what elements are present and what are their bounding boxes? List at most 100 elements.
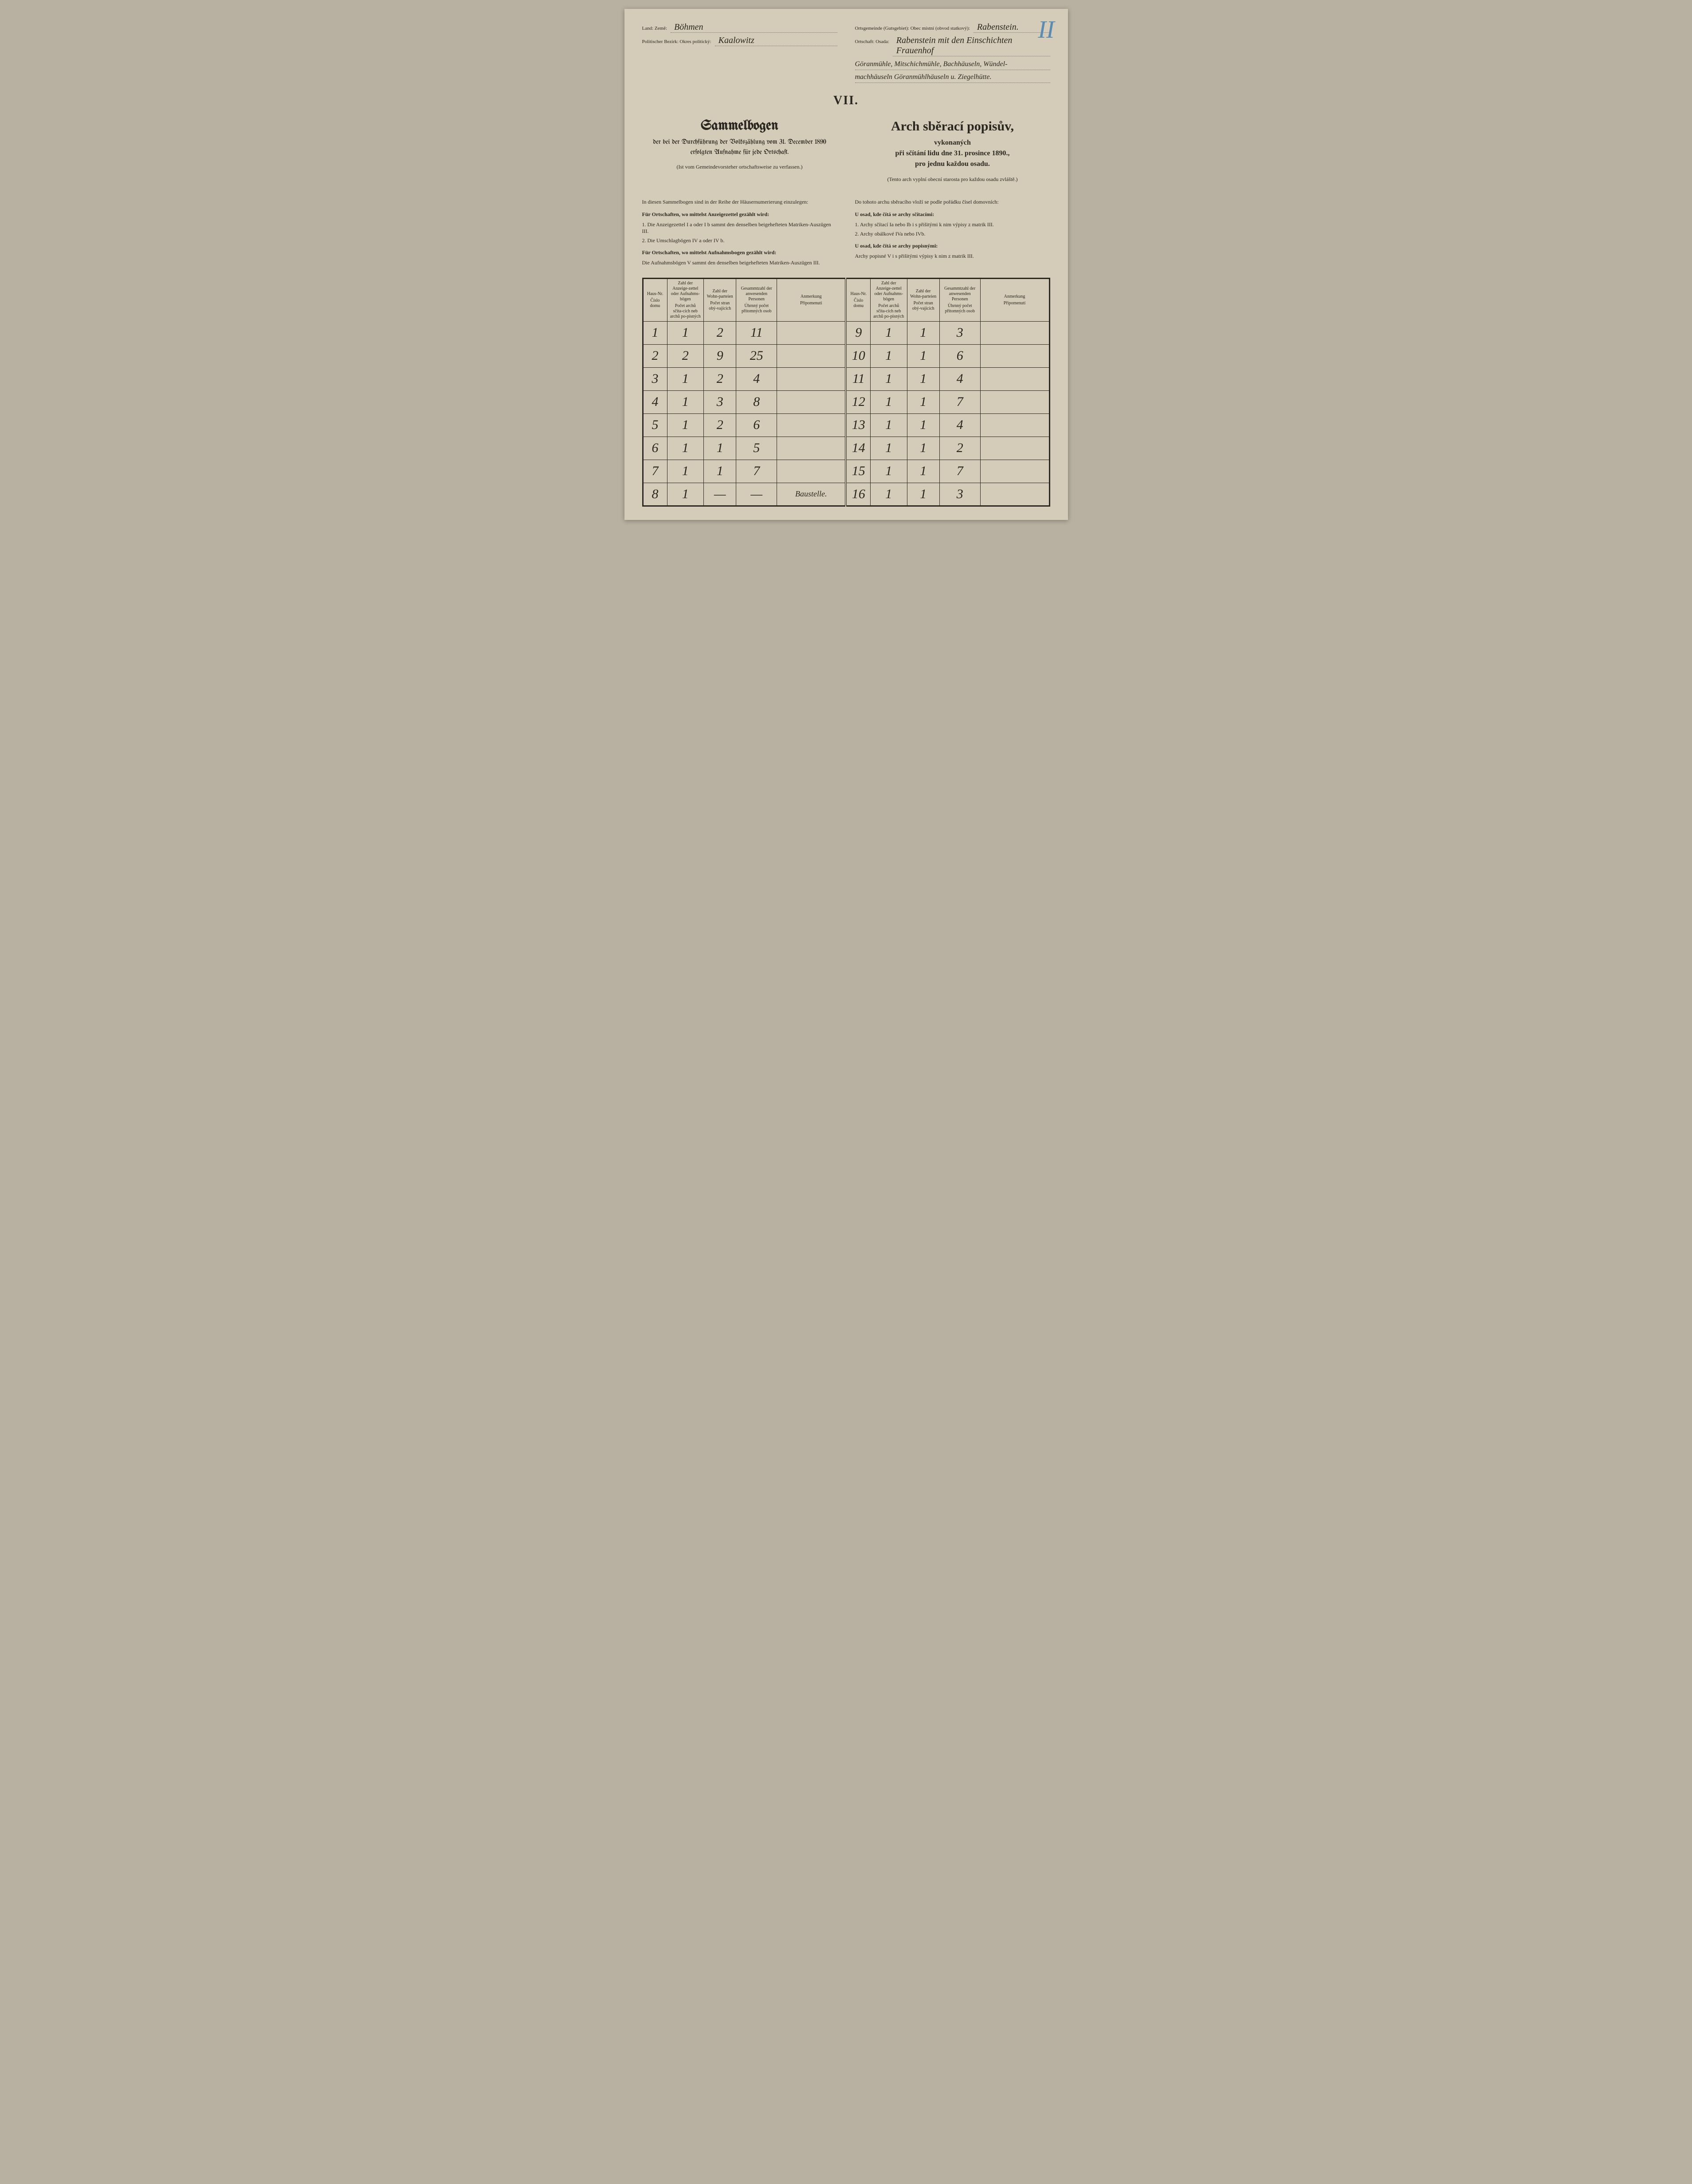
header-fields: Land: Země: Böhmen Politischer Bezirk: O… — [642, 22, 1050, 85]
cell-personen: 3 — [939, 321, 980, 344]
cell-haus: 14 — [846, 437, 870, 460]
cell-personen: 6 — [736, 413, 777, 437]
cell-note — [980, 390, 1049, 413]
title-czech: Arch sběrací popisův, — [855, 119, 1050, 134]
th-note-cz: Připomenutí — [780, 299, 842, 306]
ortschaft-value: Rabenstein mit den Einschichten Frauenho… — [893, 35, 1050, 56]
th-personen-cz: Úhrnný počet přítomných osob — [739, 302, 774, 314]
cell-zettel: 1 — [667, 413, 704, 437]
cell-haus: 12 — [846, 390, 870, 413]
cell-personen: 25 — [736, 344, 777, 367]
instr-intro-de: In diesen Sammelbogen sind in der Reihe … — [642, 198, 837, 206]
th-note-cz-r: Připomenutí — [983, 299, 1046, 306]
census-form-page: II Land: Země: Böhmen Politischer Bezirk… — [624, 9, 1068, 520]
cell-parteien: 1 — [907, 437, 939, 460]
table-row: 413812117 — [643, 390, 1049, 413]
th-personen-cz-r: Úhrnný počet přítomných osob — [942, 302, 978, 314]
instr-head2-cz: U osad, kde čítá se archy popisnými: — [855, 243, 1050, 249]
cell-zettel: 1 — [870, 390, 907, 413]
title-german: Sammelbogen — [642, 119, 837, 134]
cell-note — [777, 344, 846, 367]
cell-zettel: 1 — [667, 437, 704, 460]
th-parteien-cz: Počet stran obý-vajících — [707, 299, 733, 311]
cell-note — [980, 367, 1049, 390]
instructions-block: In diesen Sammelbogen sind in der Reihe … — [642, 198, 1050, 269]
cell-personen: 6 — [939, 344, 980, 367]
cell-zettel: 1 — [870, 413, 907, 437]
cell-haus: 13 — [846, 413, 870, 437]
cell-note — [777, 437, 846, 460]
cell-note — [980, 344, 1049, 367]
th-personen-de: Gesammtzahl der anwesenden Personen — [741, 286, 772, 302]
instr-item1-de: 1. Die Anzeigezettel I a oder I b sammt … — [642, 221, 837, 235]
title-block: Sammelbogen der bei der Durchführung der… — [642, 119, 1050, 189]
cell-parteien: 1 — [907, 413, 939, 437]
cell-note — [777, 460, 846, 483]
ortschaft-label: Ortschaft: Osada: — [855, 39, 889, 45]
th-note-de: Anmerkung — [801, 294, 822, 299]
table-row: 2292510116 — [643, 344, 1049, 367]
table-row: 81——Baustelle.16113 — [643, 483, 1049, 506]
cell-zettel: 1 — [870, 437, 907, 460]
cell-parteien: 1 — [907, 460, 939, 483]
instr-item3-cz: Archy popisné V i s přišitými výpisy k n… — [855, 253, 1050, 260]
cell-personen: 11 — [736, 321, 777, 344]
th-haus-de: Haus-Nr. — [647, 291, 663, 296]
cell-zettel: 1 — [667, 460, 704, 483]
instr-item2-cz: 2. Archy obálkové IVa nebo IVb. — [855, 231, 1050, 237]
cell-parteien: 3 — [704, 390, 736, 413]
cell-parteien: 1 — [907, 390, 939, 413]
cell-parteien: 1 — [907, 344, 939, 367]
instr-item2-de: 2. Die Umschlagbögen IV a oder IV b. — [642, 237, 837, 244]
cell-note — [777, 321, 846, 344]
cell-personen: 4 — [736, 367, 777, 390]
cell-note — [980, 437, 1049, 460]
land-value: Böhmen — [671, 22, 837, 33]
cell-haus: 9 — [846, 321, 870, 344]
cell-note — [980, 321, 1049, 344]
cell-note: Baustelle. — [777, 483, 846, 506]
cell-haus: 16 — [846, 483, 870, 506]
subtitle-czech-1: vykonaných — [855, 138, 1050, 148]
cell-personen: 3 — [939, 483, 980, 506]
th-personen-de-r: Gesammtzahl der anwesenden Personen — [944, 286, 975, 302]
cell-zettel: 1 — [667, 390, 704, 413]
cell-note — [777, 367, 846, 390]
osada-line2: Göranmühle, Mitschichmühle, Bachhäuseln,… — [855, 59, 1050, 70]
instr-intro-cz: Do tohoto archu sběracího vloží se podle… — [855, 198, 1050, 206]
cell-note — [777, 413, 846, 437]
subtitle-czech-3: pro jednu každou osadu. — [855, 159, 1050, 169]
header-right-col: Ortsgemeinde (Gutsgebiet): Obec místní (… — [855, 22, 1050, 85]
osada-line3: machhäuseln Göranmühlhäuseln u. Ziegelhü… — [855, 72, 1050, 83]
table-row: 312411114 — [643, 367, 1049, 390]
cell-zettel: 1 — [870, 344, 907, 367]
cell-haus: 3 — [643, 367, 667, 390]
bezirk-label: Politischer Bezirk: Okres politický: — [642, 39, 711, 45]
cell-parteien: 1 — [907, 367, 939, 390]
th-haus-de-r: Haus-Nr. — [851, 291, 867, 296]
header-left-col: Land: Země: Böhmen Politischer Bezirk: O… — [642, 22, 837, 85]
cell-parteien: 1 — [907, 483, 939, 506]
table-row: 711715117 — [643, 460, 1049, 483]
cell-haus: 1 — [643, 321, 667, 344]
th-zettel-de-r: Zahl der Anzeige-zettel oder Aufnahms-bö… — [874, 281, 903, 302]
cell-parteien: 9 — [704, 344, 736, 367]
cell-parteien: 2 — [704, 413, 736, 437]
cell-haus: 2 — [643, 344, 667, 367]
instr-item3-de: Die Aufnahmsbögen V sammt den denselben … — [642, 260, 837, 266]
cell-note — [777, 390, 846, 413]
cell-haus: 11 — [846, 367, 870, 390]
paren-note-czech: (Tento arch vyplní obecní starosta pro k… — [855, 176, 1050, 183]
land-label: Land: Země: — [642, 25, 667, 31]
cell-zettel: 1 — [870, 460, 907, 483]
subtitle-czech-2: při sčítání lidu dne 31. prosince 1890., — [855, 148, 1050, 159]
table-row: 512613114 — [643, 413, 1049, 437]
form-number-roman: VII. — [642, 94, 1050, 108]
cell-note — [980, 483, 1049, 506]
cell-haus: 6 — [643, 437, 667, 460]
cell-zettel: 1 — [667, 321, 704, 344]
cell-parteien: 1 — [907, 321, 939, 344]
paren-note-german: (Ist vom Gemeindevorsteher ortschaftswei… — [642, 164, 837, 170]
cell-zettel: 1 — [870, 321, 907, 344]
instr-item1-cz: 1. Archy sčítací Ia nebo Ib i s přišitým… — [855, 221, 1050, 228]
